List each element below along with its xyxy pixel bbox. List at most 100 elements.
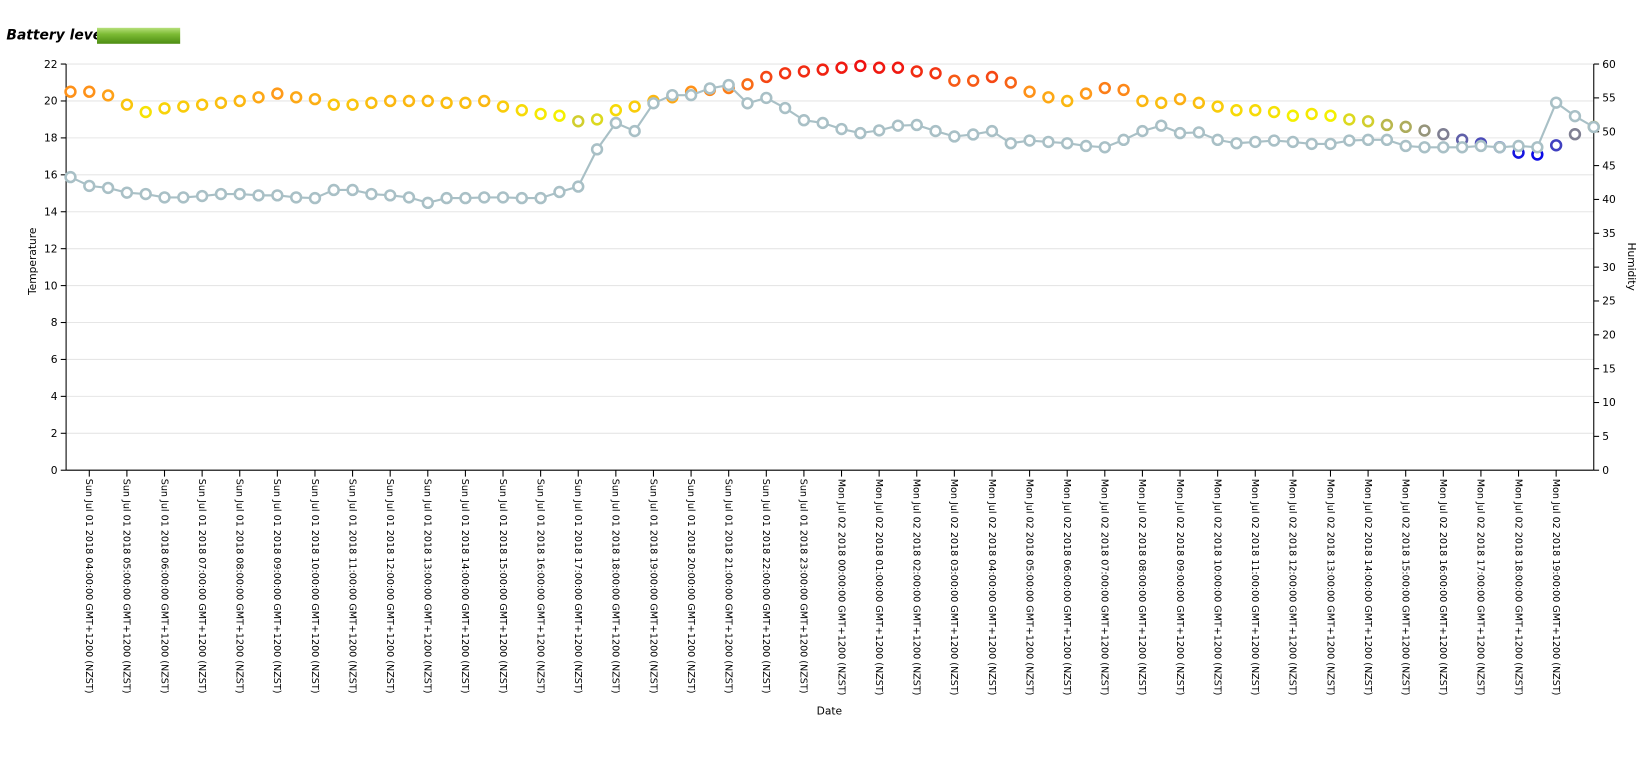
point — [797, 65, 811, 78]
point — [1305, 137, 1318, 151]
point — [948, 74, 961, 87]
point — [421, 196, 434, 210]
point — [515, 191, 529, 205]
point — [195, 189, 209, 203]
x-tick-label: Sun Jul 01 2018 23:00:00 GMT+1200 (NZST) — [798, 479, 809, 694]
y-tick-label: 14 — [44, 205, 58, 218]
x-tick-label: Sun Jul 01 2018 12:00:00 GMT+1200 (NZST) — [384, 479, 395, 694]
point — [590, 143, 604, 156]
point — [891, 61, 905, 74]
point — [872, 124, 886, 137]
point — [1531, 141, 1544, 154]
y2-tick-label: 15 — [1602, 362, 1616, 375]
y-tick-label: 2 — [51, 427, 58, 440]
y-tick-label: 10 — [44, 279, 58, 292]
point — [289, 191, 303, 204]
x-tick-label: Mon Jul 02 2018 12:00:00 GMT+1200 (NZST) — [1287, 479, 1298, 696]
point — [816, 116, 829, 130]
y2-tick-label: 35 — [1602, 227, 1616, 240]
x-tick-label: Mon Jul 02 2018 03:00:00 GMT+1200 (NZST) — [948, 479, 959, 696]
point — [459, 191, 472, 205]
x-tick-label: Sun Jul 01 2018 11:00:00 GMT+1200 (NZST) — [346, 479, 357, 694]
x-tick-label: Sun Jul 01 2018 06:00:00 GMT+1200 (NZST) — [158, 479, 169, 694]
x-tick-label: Mon Jul 02 2018 07:00:00 GMT+1200 (NZST) — [1099, 479, 1110, 696]
point — [534, 107, 547, 121]
point — [1343, 134, 1356, 147]
point — [1211, 133, 1224, 147]
point — [1568, 128, 1582, 141]
x-tick-label: Mon Jul 02 2018 13:00:00 GMT+1200 (NZST) — [1324, 479, 1335, 696]
point — [1042, 91, 1055, 104]
point — [1004, 137, 1017, 150]
y-tick-label: 0 — [51, 464, 58, 477]
battery-label: Battery level — [6, 28, 107, 44]
point — [797, 114, 811, 127]
point — [1418, 124, 1431, 137]
point — [346, 98, 359, 111]
x-tick-label: Sun Jul 01 2018 05:00:00 GMT+1200 (NZST) — [121, 479, 132, 694]
point — [1286, 135, 1300, 149]
x-tick-label: Mon Jul 02 2018 06:00:00 GMT+1200 (NZST) — [1061, 479, 1072, 696]
x-tick-label: Sun Jul 01 2018 21:00:00 GMT+1200 (NZST) — [722, 479, 733, 694]
point — [1230, 137, 1243, 150]
point — [872, 61, 886, 74]
point — [1455, 141, 1469, 154]
x-tick-label: Sun Jul 01 2018 15:00:00 GMT+1200 (NZST) — [497, 479, 508, 694]
x-tick-label: Mon Jul 02 2018 10:00:00 GMT+1200 (NZST) — [1211, 479, 1222, 696]
x-tick-label: Mon Jul 02 2018 11:00:00 GMT+1200 (NZST) — [1249, 479, 1260, 696]
point — [1136, 94, 1149, 108]
y-tick-label: 18 — [44, 132, 58, 145]
point — [1587, 120, 1600, 134]
point — [158, 191, 171, 204]
point — [496, 191, 510, 204]
point — [1061, 94, 1074, 108]
point — [1267, 105, 1281, 119]
point — [271, 189, 284, 202]
point — [1004, 76, 1017, 89]
point — [440, 191, 453, 205]
point — [966, 128, 980, 141]
y-tick-label: 8 — [51, 316, 58, 329]
y-tick-label: 20 — [44, 95, 58, 108]
x-tick-label: Sun Jul 01 2018 17:00:00 GMT+1200 (NZST) — [572, 479, 583, 694]
point — [1192, 96, 1206, 109]
y2-tick-label: 45 — [1602, 159, 1616, 172]
point — [1079, 139, 1093, 153]
point — [910, 118, 923, 132]
point — [515, 104, 529, 117]
x-tick-label: Sun Jul 01 2018 08:00:00 GMT+1200 (NZST) — [234, 479, 245, 694]
y2-tick-label: 50 — [1602, 125, 1616, 138]
point — [478, 191, 491, 204]
point — [233, 187, 246, 201]
point — [1117, 133, 1130, 147]
point — [177, 100, 190, 113]
x-tick-label: Sun Jul 01 2018 19:00:00 GMT+1200 (NZST) — [647, 479, 658, 694]
x-tick-label: Sun Jul 01 2018 10:00:00 GMT+1200 (NZST) — [309, 479, 320, 694]
point — [459, 96, 472, 109]
point — [1512, 139, 1525, 153]
point — [195, 98, 209, 111]
point — [1361, 133, 1375, 147]
point — [590, 113, 604, 126]
point — [1399, 120, 1412, 133]
point — [741, 97, 754, 110]
point — [666, 89, 679, 102]
point — [64, 85, 77, 98]
x-tick-label: Sun Jul 01 2018 16:00:00 GMT+1200 (NZST) — [534, 479, 545, 694]
y-tick-label: 16 — [44, 169, 58, 182]
point — [1474, 139, 1488, 153]
point — [308, 191, 322, 205]
point — [1418, 141, 1431, 154]
y-tick-label: 4 — [51, 390, 58, 403]
point — [252, 91, 265, 104]
battery-bar — [97, 27, 181, 44]
point — [1173, 126, 1187, 140]
point — [1343, 113, 1356, 126]
point — [83, 85, 96, 98]
x-tick-label: Mon Jul 02 2018 02:00:00 GMT+1200 (NZST) — [911, 479, 922, 696]
point — [572, 180, 585, 193]
x-tick-label: Sun Jul 01 2018 09:00:00 GMT+1200 (NZST) — [271, 479, 282, 694]
point — [214, 187, 228, 201]
